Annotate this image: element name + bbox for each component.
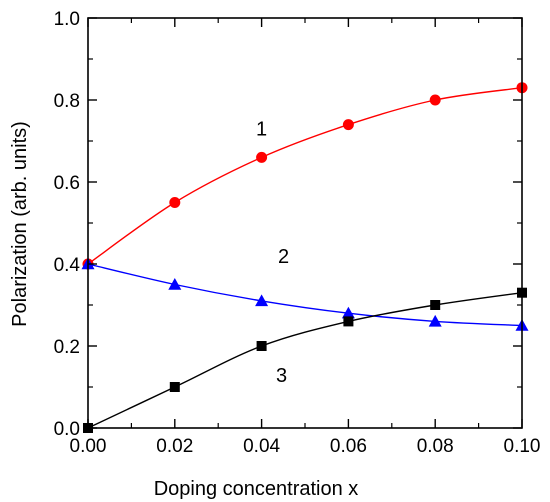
series-1-point — [169, 197, 181, 208]
x-tick-label: 0.10 — [504, 436, 541, 457]
y-axis-label: Polarization (arb. units) — [9, 121, 31, 327]
x-tick-label: 0.02 — [156, 436, 193, 457]
x-tick-label: 0.00 — [70, 436, 107, 457]
series-3-label: 3 — [276, 365, 287, 387]
series-3-point — [430, 300, 441, 310]
series-2-line — [87, 263, 523, 327]
y-tick-label: 1.0 — [54, 9, 80, 30]
y-tick-label: 0.2 — [54, 337, 80, 358]
series-1-point — [429, 94, 441, 106]
y-tick-label: 0.0 — [54, 419, 80, 440]
series-3-line — [87, 292, 523, 429]
y-tick-label: 0.4 — [54, 255, 81, 276]
series-2-label: 2 — [278, 246, 289, 268]
x-tick-label: 0.06 — [330, 436, 367, 457]
x-tick-label: 0.04 — [243, 436, 280, 457]
x-tick-label: 0.08 — [417, 436, 454, 457]
series-1-point — [256, 151, 268, 163]
series-2-point — [255, 294, 269, 307]
series-2-point — [168, 278, 182, 290]
series-2-point — [428, 314, 442, 327]
plot-frame — [87, 17, 523, 429]
series-1-line — [87, 87, 523, 265]
y-tick-label: 0.6 — [54, 173, 80, 194]
x-axis-label: Doping concentration x — [154, 478, 359, 500]
y-tick-label: 0.8 — [54, 91, 80, 112]
series-3-point — [343, 316, 354, 327]
series-1-point — [342, 119, 354, 131]
series-3-point — [256, 341, 267, 351]
series-3-point — [169, 382, 180, 392]
series-1-label: 1 — [256, 118, 267, 140]
series-group: 1 2 3 — [81, 82, 529, 433]
series-2-point — [341, 306, 355, 319]
axes: 0.00 0.02 0.04 0.06 0.08 0.100.00.20.40.60.81… — [54, 9, 541, 457]
